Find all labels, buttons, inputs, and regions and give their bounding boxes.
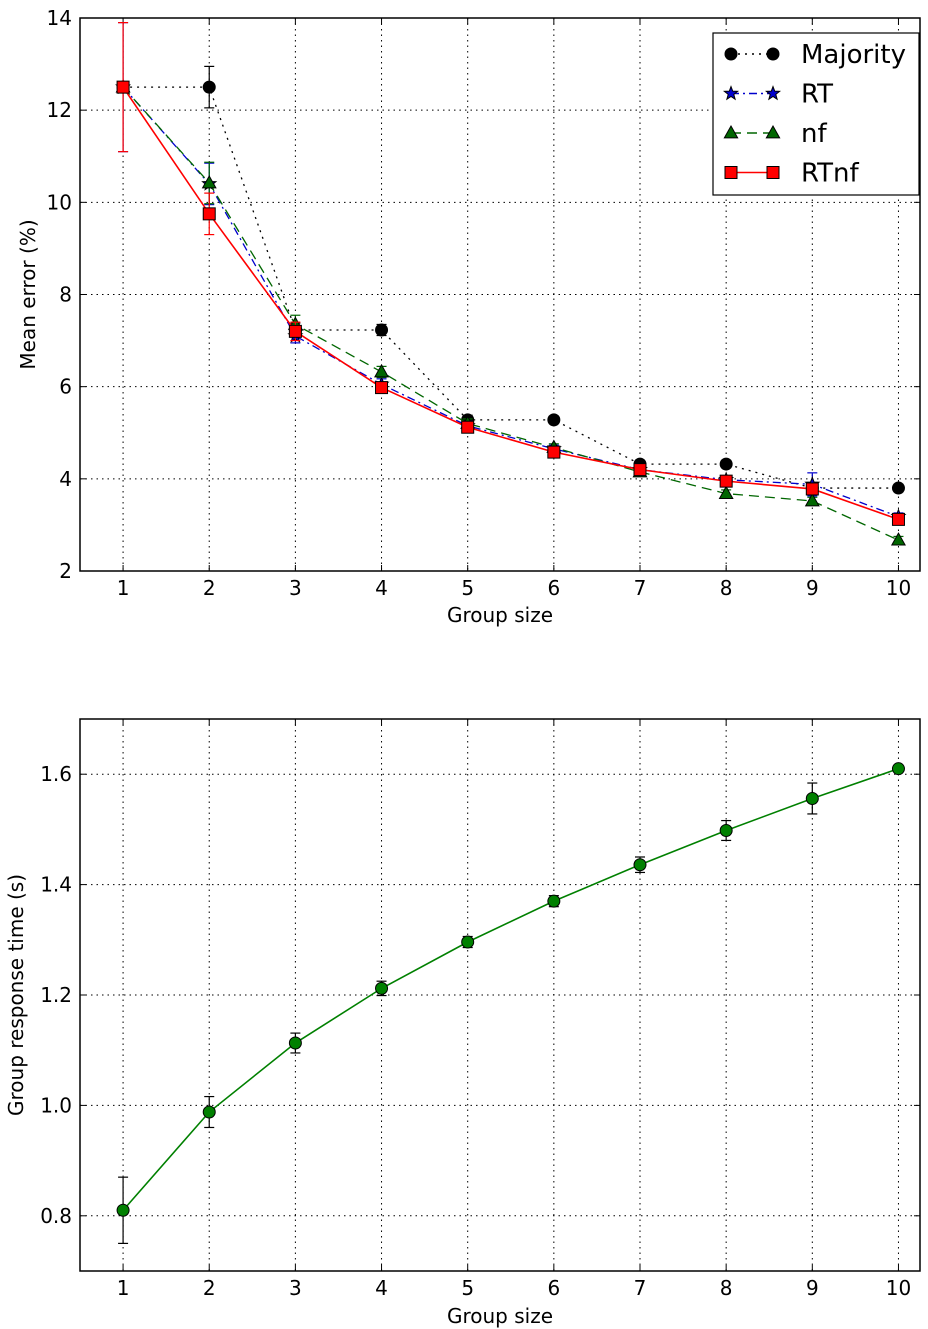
gridlines	[80, 719, 920, 1271]
y-tick-label: 8	[59, 283, 72, 307]
data-point	[202, 1105, 216, 1119]
x-tick-label: 2	[203, 576, 216, 600]
legend-label: RT	[801, 80, 833, 110]
x-tick-label: 8	[720, 1276, 733, 1300]
y-tick-label: 6	[59, 375, 72, 399]
series-line	[122, 767, 899, 1211]
data-point	[461, 935, 475, 949]
data-point	[804, 492, 820, 507]
y-tick-label: 1.4	[40, 873, 72, 897]
data-point	[723, 124, 739, 139]
y-axis-title: Mean error (%)	[16, 219, 40, 369]
y-tick-label: 4	[59, 467, 72, 491]
data-point	[375, 981, 389, 995]
series-line	[122, 86, 899, 518]
series-line	[122, 86, 899, 541]
data-point	[719, 474, 733, 488]
y-tick-label: 12	[47, 98, 72, 122]
data-point	[202, 80, 216, 94]
data-point	[722, 85, 740, 101]
data-point	[891, 762, 905, 776]
plot-frame	[79, 17, 921, 572]
y-tick-label: 10	[47, 190, 72, 214]
response-time-chart: 1 2 3 4 5 6 7 8 9 10 0.8 1.0 1.2 1.4 1.6 Group size Grou…	[4, 718, 921, 1328]
x-tick-label: 9	[806, 576, 819, 600]
data-point	[375, 381, 389, 395]
plot-frame	[79, 718, 921, 1272]
x-tick-label: 7	[634, 1276, 647, 1300]
series-response-time	[116, 762, 905, 1245]
data-point	[633, 858, 647, 872]
y-tick-label: 1.0	[40, 1093, 72, 1117]
legend-label: nf	[801, 119, 827, 149]
x-tick-label: 1	[117, 1276, 130, 1300]
data-point	[547, 413, 561, 427]
data-point	[116, 80, 130, 94]
x-tick-label: 6	[547, 576, 560, 600]
data-point	[718, 485, 734, 499]
x-tick-label: 8	[720, 576, 733, 600]
data-point	[547, 894, 561, 908]
x-tick-label: 10	[886, 1276, 911, 1300]
data-point	[724, 47, 738, 61]
data-point	[805, 482, 819, 496]
series-line	[122, 86, 899, 521]
legend-label: Majority	[801, 40, 906, 70]
data-point	[461, 420, 475, 434]
data-point	[201, 174, 217, 189]
series-line	[123, 86, 899, 489]
x-tick-label: 5	[461, 576, 474, 600]
y-tick-label: 0.8	[40, 1204, 72, 1228]
y-tick-label: 1.6	[40, 762, 72, 786]
x-tick-label: 4	[375, 576, 388, 600]
data-point	[765, 124, 781, 139]
x-axis-title: Group size	[447, 603, 553, 627]
legend-box	[712, 32, 920, 196]
x-tick-label: 4	[375, 1276, 388, 1300]
x-tick-label: 7	[634, 576, 647, 600]
x-axis-title: Group size	[447, 1304, 553, 1328]
data-point	[724, 166, 738, 179]
data-point	[547, 445, 561, 459]
data-point	[891, 512, 905, 526]
legend-label: RTnf	[801, 159, 860, 189]
x-tick-label: 10	[886, 576, 911, 600]
data-point	[116, 1203, 130, 1217]
y-tick-label: 1.2	[40, 983, 72, 1007]
data-point	[633, 463, 647, 477]
data-point	[764, 85, 782, 101]
y-axis-title: Group response time (s)	[4, 874, 28, 1116]
data-point	[766, 166, 780, 179]
data-point	[375, 323, 389, 337]
data-point	[288, 324, 302, 338]
data-point	[202, 207, 216, 221]
data-point	[288, 1036, 302, 1050]
x-tick-label: 6	[547, 1276, 560, 1300]
data-point	[891, 481, 905, 495]
x-tick-label: 1	[117, 576, 130, 600]
data-point	[719, 457, 733, 471]
x-tick-label: 9	[806, 1276, 819, 1300]
data-point	[890, 532, 906, 546]
x-tick-label: 5	[461, 1276, 474, 1300]
data-point	[766, 47, 780, 61]
data-point	[374, 363, 390, 378]
x-tick-label: 3	[289, 1276, 302, 1300]
data-point	[805, 791, 819, 805]
x-tick-label: 2	[203, 1276, 216, 1300]
data-point	[719, 824, 733, 838]
series-rtnf	[116, 22, 905, 526]
y-tick-label: 2	[59, 559, 72, 583]
x-tick-label: 3	[289, 576, 302, 600]
y-tick-label: 14	[47, 6, 72, 30]
